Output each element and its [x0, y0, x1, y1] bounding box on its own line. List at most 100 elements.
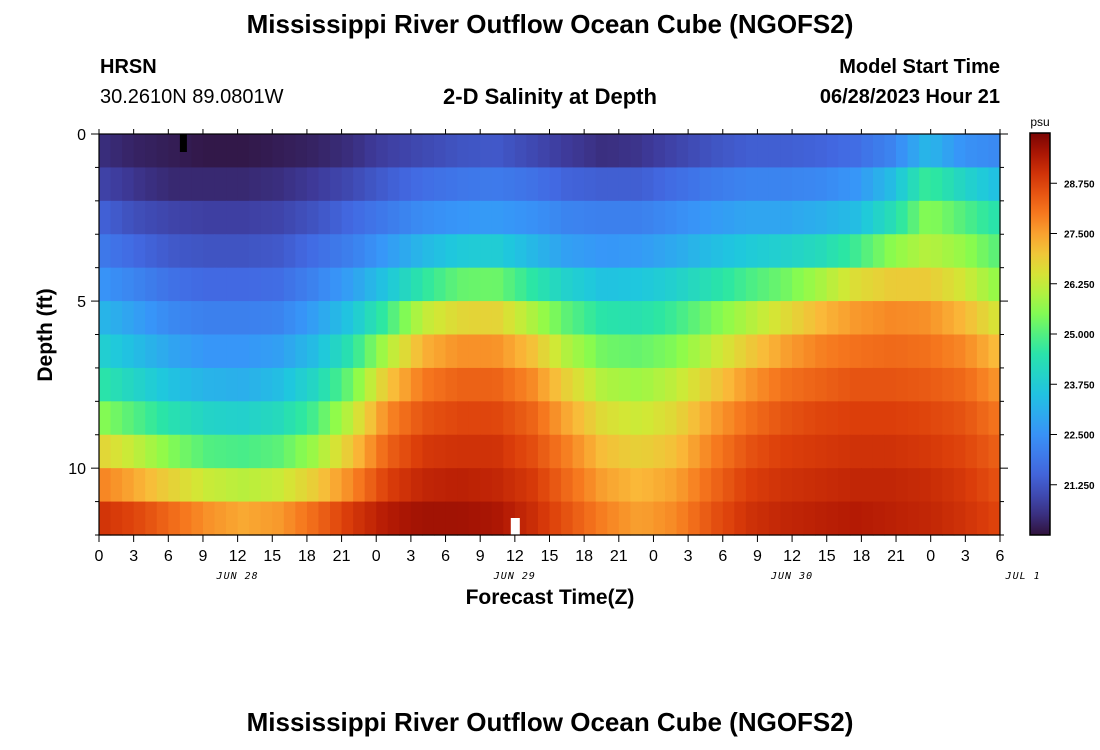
- heatmap-cell: [792, 200, 805, 235]
- heatmap-cell: [260, 167, 273, 202]
- heatmap-cell: [399, 167, 412, 202]
- heatmap-cell: [607, 468, 620, 503]
- heatmap-cell: [283, 234, 296, 269]
- heatmap-cell: [872, 434, 886, 469]
- heatmap-cell: [457, 301, 470, 336]
- heatmap-cell: [226, 234, 239, 269]
- heatmap-cell: [422, 434, 435, 469]
- heatmap-cell: [595, 434, 608, 469]
- heatmap-cell: [491, 468, 504, 503]
- heatmap-cell: [815, 134, 828, 169]
- heatmap-cell: [688, 468, 701, 503]
- heatmap-cell: [260, 434, 273, 469]
- heatmap-cell: [768, 200, 782, 235]
- plot-subtitle: 2-D Salinity at Depth: [443, 84, 657, 109]
- heatmap-cell: [387, 401, 400, 436]
- heatmap-cell: [433, 167, 447, 202]
- date-label: JUN 30: [770, 571, 813, 582]
- heatmap-cell: [330, 167, 343, 202]
- heatmap-cell: [410, 367, 424, 402]
- heatmap-cell: [711, 367, 724, 402]
- heatmap-cell: [468, 267, 481, 302]
- heatmap-cell: [549, 134, 562, 169]
- heatmap-cell: [191, 167, 204, 202]
- heatmap-cell: [122, 234, 135, 269]
- heatmap-cell: [618, 501, 631, 536]
- heatmap-cell: [295, 434, 308, 469]
- heatmap-cell: [306, 468, 320, 503]
- heatmap-cell: [122, 334, 135, 369]
- heatmap-cell: [410, 501, 424, 536]
- heatmap-cell: [722, 200, 735, 235]
- heatmap-cell: [688, 434, 701, 469]
- heatmap-cell: [942, 200, 955, 235]
- heatmap-cell: [953, 434, 966, 469]
- heatmap-cell: [387, 501, 400, 536]
- heatmap-cell: [341, 200, 354, 235]
- heatmap-cell: [561, 367, 574, 402]
- heatmap-cell: [653, 134, 666, 169]
- heatmap-cell: [514, 468, 527, 503]
- heatmap-cell: [295, 501, 308, 536]
- heatmap-cell: [734, 167, 747, 202]
- heatmap-cell: [907, 434, 920, 469]
- heatmap-cell: [457, 367, 470, 402]
- heatmap-cell: [584, 434, 597, 469]
- heatmap-cell: [295, 334, 308, 369]
- heatmap-cell: [514, 334, 527, 369]
- x-tick-label: 6: [441, 548, 450, 565]
- heatmap-cell: [99, 167, 112, 202]
- heatmap-cell: [468, 134, 481, 169]
- heatmap-cell: [745, 401, 759, 436]
- heatmap-cell: [272, 134, 285, 169]
- heatmap-cell: [699, 334, 712, 369]
- heatmap-cell: [815, 468, 828, 503]
- heatmap-cell: [838, 134, 851, 169]
- heatmap-cell: [711, 167, 724, 202]
- bottom-marker: [510, 518, 520, 535]
- heatmap-cell: [711, 468, 724, 503]
- heatmap-cell: [537, 234, 551, 269]
- heatmap-cell: [907, 167, 920, 202]
- heatmap-cell: [237, 401, 250, 436]
- heatmap-cell: [965, 200, 978, 235]
- heatmap-cell: [480, 334, 493, 369]
- heatmap-cell: [919, 401, 932, 436]
- heatmap-cell: [965, 167, 978, 202]
- heatmap-cell: [387, 267, 400, 302]
- heatmap-cell: [318, 134, 331, 169]
- heatmap-cell: [468, 167, 481, 202]
- heatmap-cell: [353, 167, 366, 202]
- heatmap-cell: [618, 401, 631, 436]
- heatmap-cell: [780, 134, 793, 169]
- heatmap-cell: [584, 200, 597, 235]
- heatmap-cell: [99, 468, 112, 503]
- heatmap-cell: [457, 200, 470, 235]
- heatmap-cell: [838, 468, 851, 503]
- heatmap-cell: [792, 468, 805, 503]
- heatmap-cell: [272, 234, 285, 269]
- page-title: Mississippi River Outflow Ocean Cube (NG…: [246, 9, 854, 39]
- heatmap-cell: [653, 334, 666, 369]
- heatmap-cell: [988, 367, 1001, 402]
- heatmap-cell: [318, 501, 331, 536]
- heatmap-cell: [353, 267, 366, 302]
- heatmap-cell: [653, 434, 666, 469]
- heatmap-cell: [330, 234, 343, 269]
- x-tick-label: 15: [818, 548, 836, 565]
- heatmap-cell: [815, 200, 828, 235]
- x-axis-title: Forecast Time(Z): [466, 586, 635, 609]
- heatmap-cell: [803, 501, 816, 536]
- heatmap-cell: [699, 267, 712, 302]
- heatmap-cell: [422, 167, 435, 202]
- heatmap-cell: [468, 501, 481, 536]
- heatmap-cell: [607, 367, 620, 402]
- heatmap-cell: [572, 134, 585, 169]
- heatmap-cell: [665, 401, 678, 436]
- heatmap-cell: [826, 401, 839, 436]
- heatmap-cell: [653, 267, 666, 302]
- heatmap-cell: [907, 200, 920, 235]
- heatmap-cell: [295, 468, 308, 503]
- heatmap-cell: [953, 200, 966, 235]
- heatmap-cell: [249, 200, 262, 235]
